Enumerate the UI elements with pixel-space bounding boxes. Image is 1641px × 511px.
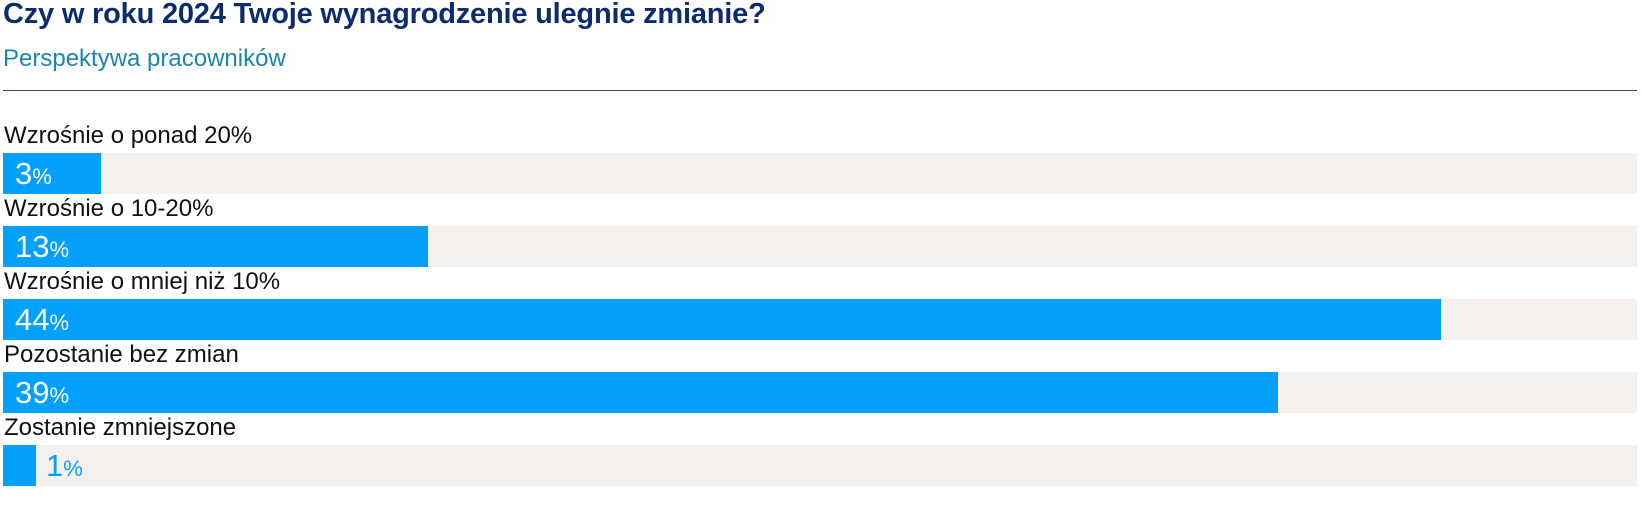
chart-subtitle: Perspektywa pracowników — [3, 45, 286, 72]
bar-track: 44% — [3, 299, 1637, 340]
bar — [3, 153, 101, 194]
bar-track: 3% — [3, 153, 1637, 194]
bar-track: 13% — [3, 226, 1637, 267]
data-label: 1% — [46, 448, 83, 483]
bar — [3, 299, 1441, 340]
bar — [3, 226, 428, 267]
data-label: 3% — [15, 156, 52, 191]
category-label: Pozostanie bez zmian — [4, 341, 239, 368]
header-divider — [3, 90, 1637, 91]
chart-title: Czy w roku 2024 Twoje wynagrodzenie uleg… — [3, 0, 766, 30]
bar — [3, 372, 1278, 413]
data-label: 44% — [15, 302, 70, 337]
bar — [3, 445, 36, 486]
data-label: 13% — [15, 229, 70, 264]
bar-track: 39% — [3, 372, 1637, 413]
data-label: 39% — [15, 375, 70, 410]
category-label: Wzrośnie o ponad 20% — [4, 122, 253, 149]
category-label: Wzrośnie o mniej niż 10% — [4, 268, 281, 295]
category-label: Zostanie zmniejszone — [4, 414, 237, 441]
bar-track: 1% — [3, 445, 1637, 486]
category-label: Wzrośnie o 10-20% — [4, 195, 214, 222]
